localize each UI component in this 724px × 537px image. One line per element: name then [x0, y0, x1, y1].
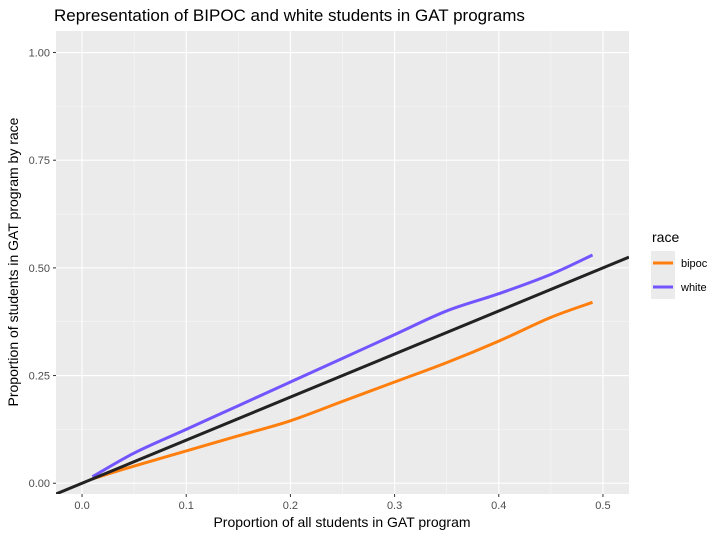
series-layer — [56, 253, 629, 494]
x-axis-title: Proportion of all students in GAT progra… — [213, 514, 470, 530]
chart-title: Representation of BIPOC and white studen… — [54, 6, 525, 25]
x-axis-ticks: 0.0 0.1 0.2 0.3 0.4 0.5 — [74, 494, 611, 512]
series-line-white — [91, 253, 594, 479]
x-tick-label: 0.1 — [179, 500, 194, 512]
grid-minor — [56, 31, 629, 494]
x-tick-label: 0.3 — [387, 500, 402, 512]
reference-line — [56, 255, 629, 494]
x-tick-label: 0.2 — [283, 500, 298, 512]
legend-label-bipoc: bipoc — [681, 258, 708, 270]
y-tick-label: 0.75 — [29, 155, 50, 167]
y-tick-label: 0.50 — [29, 263, 50, 275]
y-tick-label: 0.25 — [29, 371, 50, 383]
x-tick-label: 0.5 — [595, 500, 610, 512]
series-line-bipoc — [92, 300, 594, 481]
y-axis-title: Proportion of students in GAT program by… — [5, 117, 21, 406]
y-tick-label: 0.00 — [29, 478, 50, 490]
legend: race bipoc white — [651, 229, 708, 299]
x-tick-label: 0.4 — [491, 500, 506, 512]
grid-major — [56, 31, 629, 494]
legend-label-white: white — [680, 282, 707, 294]
legend-title: race — [652, 229, 679, 245]
y-tick-label: 1.00 — [29, 48, 50, 60]
y-axis-ticks: 0.00 0.25 0.50 0.75 1.00 — [29, 48, 56, 490]
x-tick-label: 0.0 — [74, 500, 89, 512]
